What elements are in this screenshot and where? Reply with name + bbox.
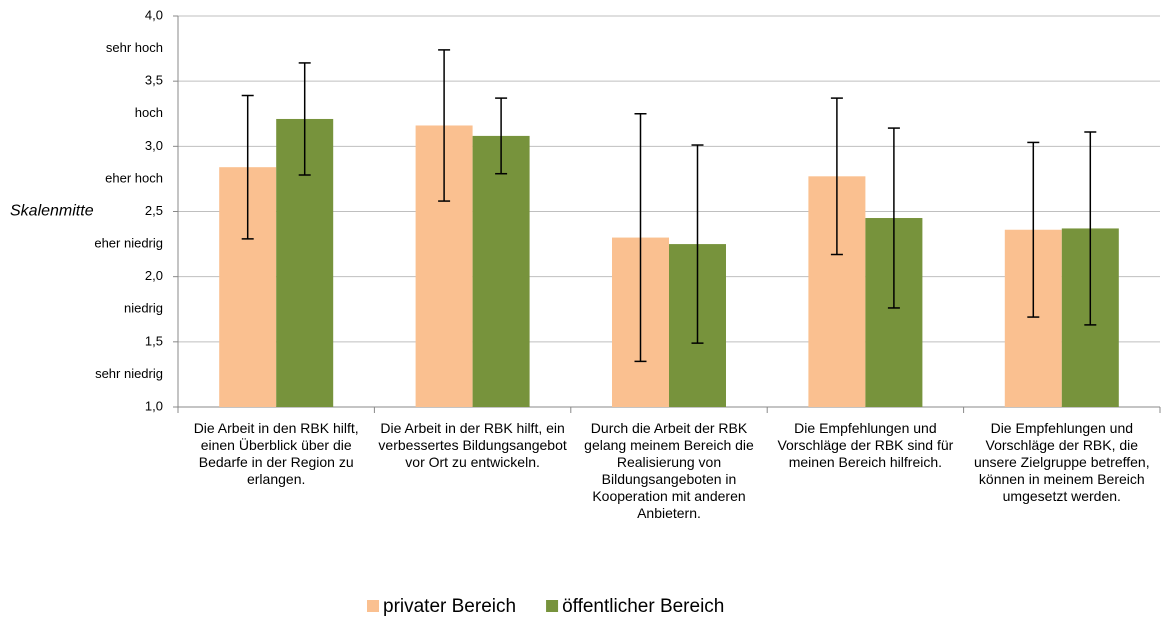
- scale-label: sehr niedrig: [95, 366, 163, 381]
- x-tick-label: Die Arbeit in den RBK hilft, einen Überb…: [193, 420, 359, 487]
- x-tick-label: Die Empfehlungen und Vorschläge der RBK …: [777, 420, 954, 470]
- y-tick-label: 4,0: [145, 7, 163, 22]
- scale-label: niedrig: [124, 301, 163, 316]
- error-bar: [495, 97, 508, 175]
- error-bar: [830, 97, 843, 256]
- error-bar: [298, 62, 311, 176]
- legend-label: privater Bereich: [383, 596, 516, 617]
- error-bar: [241, 94, 254, 240]
- error-bar: [1084, 131, 1097, 326]
- legend-swatch: [546, 600, 559, 612]
- y-tick-label: 3,0: [145, 138, 163, 153]
- legend-swatch: [367, 600, 379, 612]
- y-tick-label: 1,0: [145, 398, 163, 413]
- error-bar: [691, 144, 704, 344]
- x-tick-label: Durch die Arbeit der RBK gelang meinem B…: [584, 420, 754, 521]
- error-bar: [634, 113, 647, 363]
- midpoint-label: Skalenmitte: [10, 203, 94, 220]
- x-tick-label: Die Arbeit in der RBK hilft, ein verbess…: [378, 420, 567, 470]
- y-tick-label: 2,5: [145, 203, 163, 218]
- scale-label: hoch: [135, 105, 163, 120]
- x-tick-label: Die Empfehlungen und Vorschläge der RBK,…: [973, 420, 1150, 504]
- error-bar: [438, 49, 451, 202]
- error-bar: [1027, 141, 1040, 318]
- y-tick-label: 3,5: [145, 73, 163, 88]
- y-tick-label: 1,5: [145, 333, 163, 348]
- error-bar: [887, 127, 900, 309]
- y-tick-label: 2,0: [145, 268, 163, 283]
- scale-label: sehr hoch: [106, 40, 163, 55]
- scale-label: eher hoch: [105, 170, 163, 185]
- bar: [472, 135, 530, 407]
- legend-label: öffentlicher Bereich: [562, 596, 724, 617]
- scale-label: eher niedrig: [94, 236, 163, 251]
